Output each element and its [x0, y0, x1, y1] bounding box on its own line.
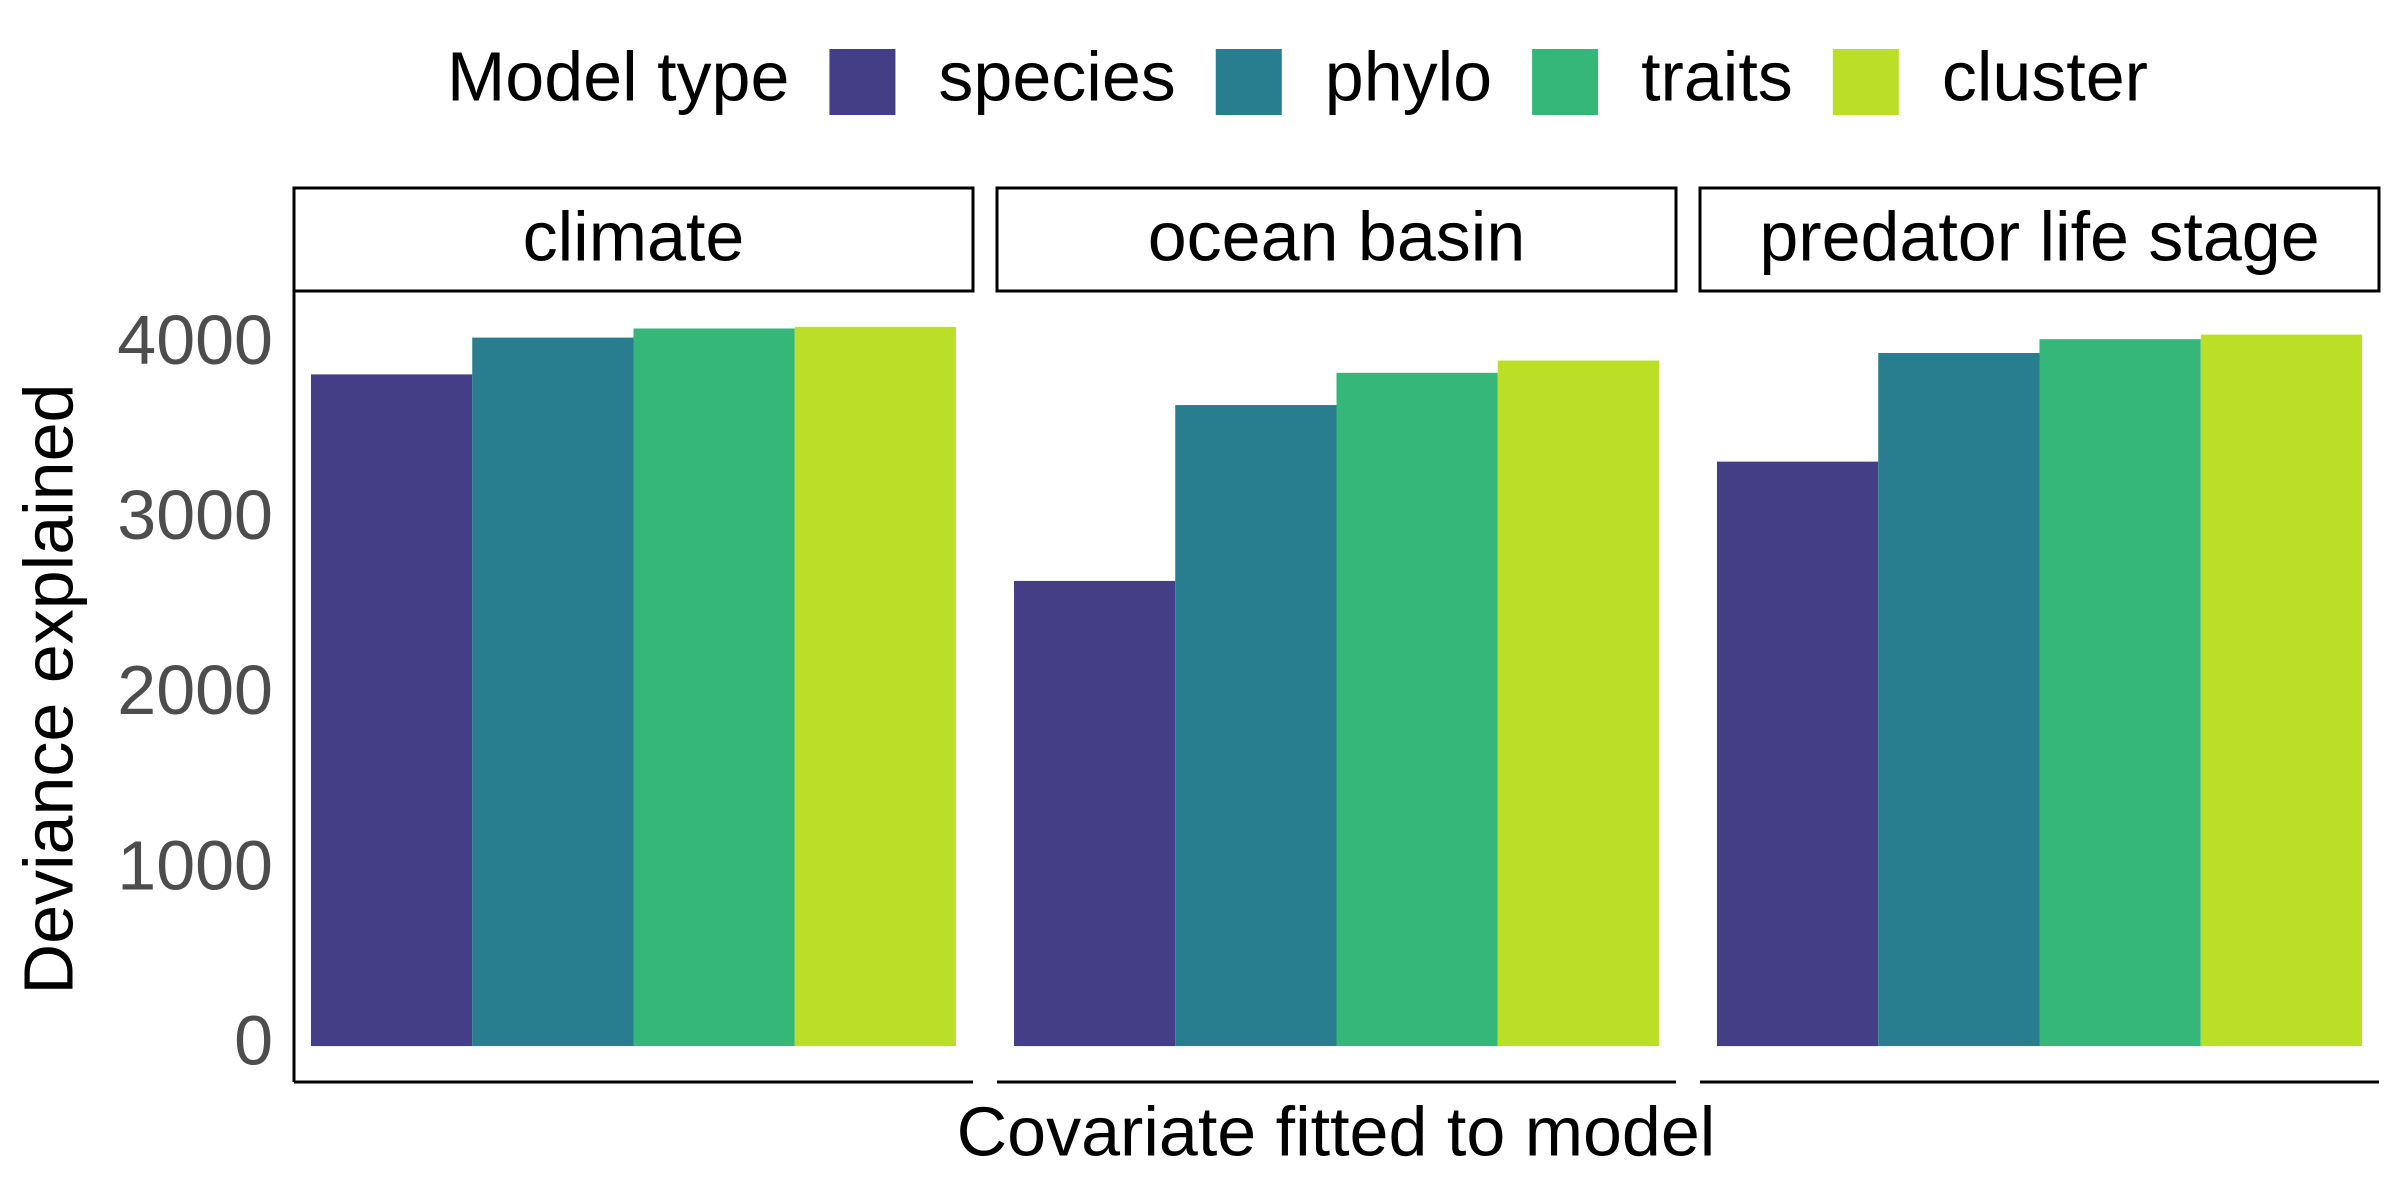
y-tick-label: 2000 [117, 651, 273, 729]
legend-key [1215, 49, 1282, 115]
bar [794, 326, 957, 1047]
facet-label: predator life stage [1759, 197, 2319, 275]
bar [1497, 360, 1660, 1047]
legend-key [1832, 49, 1899, 115]
bar [1013, 580, 1176, 1047]
y-tick-label: 3000 [117, 476, 273, 554]
legend-label: traits [1641, 37, 1793, 115]
y-tick-label: 1000 [117, 826, 273, 904]
bar [1336, 372, 1498, 1047]
facet-label: ocean basin [1148, 197, 1526, 275]
legend-title: Model type [447, 37, 789, 115]
facet-label: climate [523, 197, 745, 275]
bar [1175, 405, 1337, 1047]
y-tick-label: 4000 [117, 301, 273, 379]
facet-strip [995, 186, 1678, 293]
legend-label: cluster [1942, 37, 2148, 115]
legend-key [1532, 49, 1599, 115]
bar [472, 337, 634, 1047]
bar [1878, 353, 2040, 1047]
facet-strip [1698, 186, 2381, 293]
x-axis-title: Covariate fitted to model [957, 1092, 1716, 1170]
bar [2039, 339, 2201, 1047]
legend-label: phylo [1325, 37, 1492, 115]
bar [1716, 461, 1879, 1047]
y-tick-label: 0 [234, 1002, 273, 1080]
bar [633, 328, 795, 1047]
legend-label: species [938, 37, 1175, 115]
legend-key [829, 49, 896, 115]
bar [310, 374, 473, 1047]
y-axis-title: Deviance explained [9, 384, 87, 995]
facet-strip [292, 186, 975, 293]
bar [2200, 334, 2363, 1047]
